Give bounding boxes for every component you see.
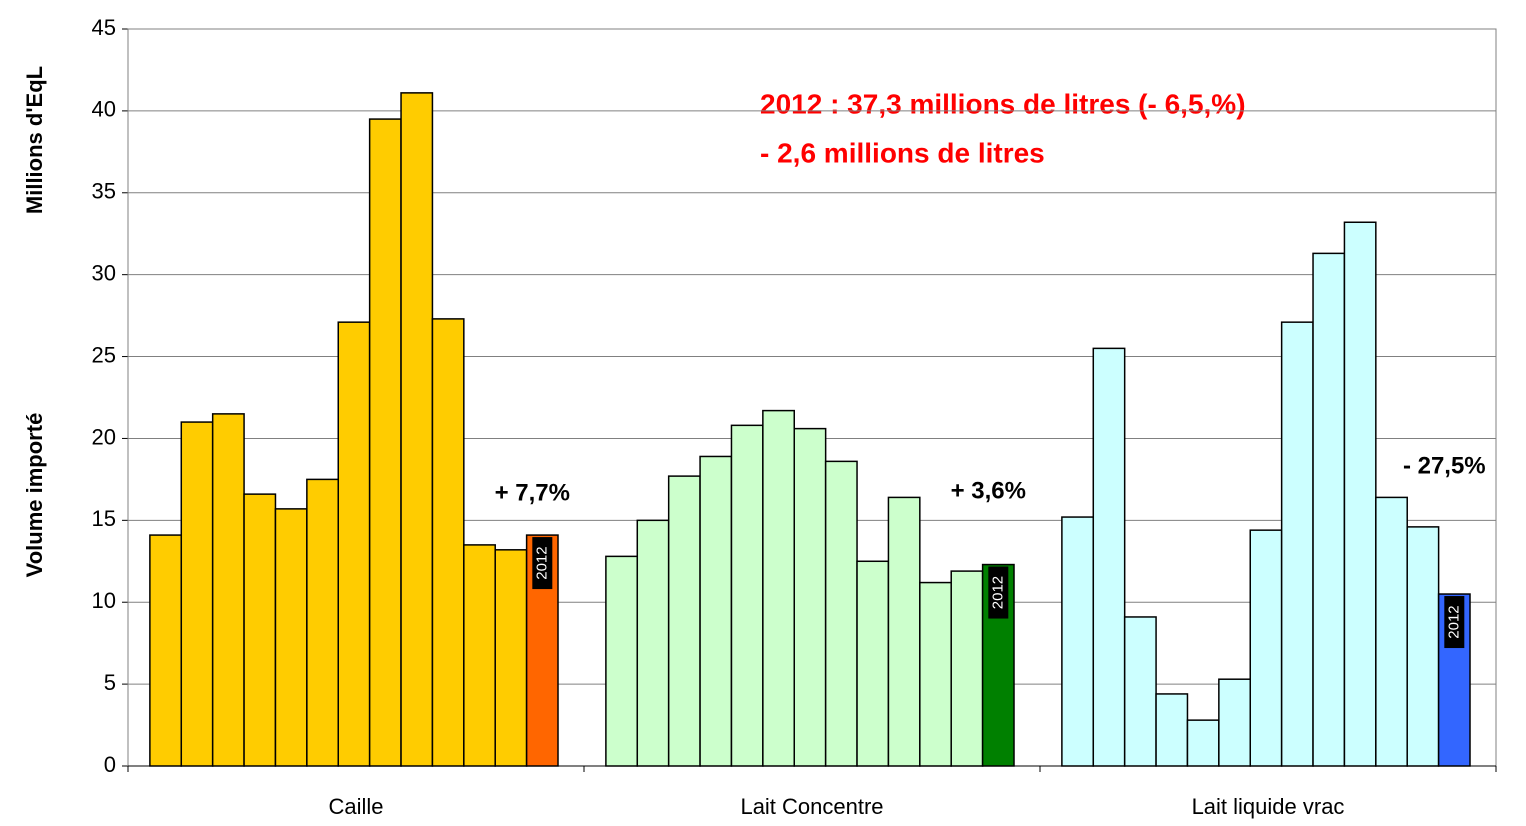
bar <box>1280 321 1314 767</box>
y-axis-label: Millions d'EqL <box>22 66 47 214</box>
y-tick-label: 0 <box>104 752 116 777</box>
x-tick-label: Caille <box>328 794 383 819</box>
x-tick-label: Lait Concentre <box>740 794 883 819</box>
bar <box>463 544 496 767</box>
bar <box>1186 719 1220 767</box>
x-tick-label: Lait liquide vrac <box>1192 794 1345 819</box>
bar <box>306 478 340 767</box>
y-tick-label: 30 <box>92 260 116 285</box>
bar <box>887 496 921 767</box>
bar <box>950 570 984 767</box>
bar <box>699 455 733 767</box>
highlight-label-bg <box>1444 596 1465 649</box>
annotation: + 7,7% <box>495 479 570 506</box>
y-tick-label: 25 <box>92 342 116 367</box>
bar <box>605 555 639 767</box>
bar <box>919 581 952 767</box>
bar <box>494 549 528 767</box>
bar <box>337 321 371 767</box>
bar <box>1123 616 1157 767</box>
bar <box>856 560 890 767</box>
y-axis-label: Volume importé <box>22 413 47 578</box>
y-tick-label: 15 <box>92 506 116 531</box>
bar <box>180 421 214 767</box>
y-tick-label: 40 <box>92 97 116 122</box>
bar <box>1375 496 1408 767</box>
bar <box>1406 526 1440 767</box>
annotation: + 3,6% <box>951 477 1026 504</box>
bar <box>211 413 245 767</box>
highlight-label: 2012 <box>989 576 1006 609</box>
bar <box>1092 347 1126 767</box>
bar <box>730 424 764 767</box>
bar <box>1312 252 1346 767</box>
annotation: - 27,5% <box>1403 452 1486 479</box>
bar <box>762 409 796 767</box>
bar <box>149 534 183 767</box>
bar <box>431 318 465 767</box>
bar <box>824 460 858 767</box>
highlight-label-bg <box>988 566 1009 619</box>
bar <box>667 475 701 767</box>
bar <box>1218 678 1252 767</box>
bar <box>636 519 670 767</box>
highlight-label: 2012 <box>1445 605 1462 638</box>
highlight-label-bg <box>532 537 553 590</box>
y-tick-label: 5 <box>104 670 116 695</box>
y-tick-label: 20 <box>92 424 116 449</box>
highlight-label: 2012 <box>533 546 550 579</box>
y-tick-label: 35 <box>92 179 116 204</box>
bar <box>793 427 827 767</box>
bar <box>525 534 559 767</box>
bar <box>243 493 277 767</box>
bar <box>400 92 434 767</box>
bar <box>1249 529 1283 767</box>
bar <box>1061 516 1095 767</box>
bar <box>368 118 402 767</box>
bar <box>274 508 308 767</box>
note: - 2,6 millions de litres <box>760 137 1045 168</box>
y-tick-label: 45 <box>92 15 116 40</box>
bar <box>1343 221 1377 767</box>
y-tick-label: 10 <box>92 588 116 613</box>
bar <box>1155 693 1189 767</box>
note: 2012 : 37,3 millions de litres (- 6,5,%) <box>760 88 1246 119</box>
